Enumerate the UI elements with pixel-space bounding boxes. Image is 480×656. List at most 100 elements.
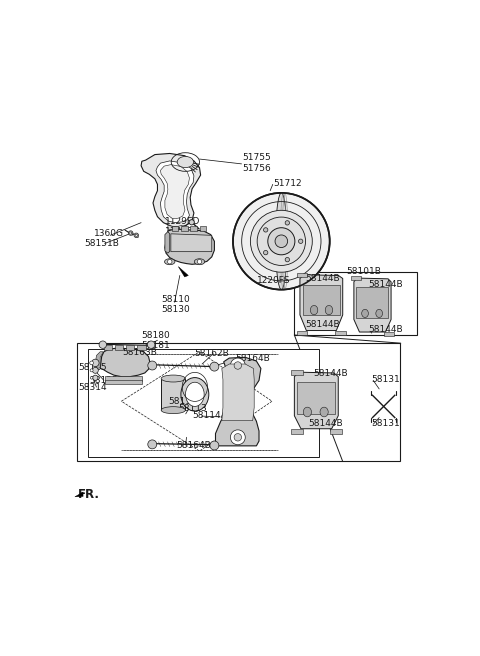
Polygon shape [330, 429, 342, 434]
Circle shape [234, 434, 241, 441]
Ellipse shape [362, 310, 368, 318]
Ellipse shape [186, 382, 204, 407]
Ellipse shape [177, 156, 193, 167]
Text: 58131: 58131 [372, 375, 400, 384]
Polygon shape [100, 348, 150, 377]
Polygon shape [354, 278, 391, 332]
Circle shape [129, 231, 133, 236]
Ellipse shape [181, 378, 209, 411]
Circle shape [148, 440, 156, 449]
Ellipse shape [276, 193, 287, 289]
Ellipse shape [165, 258, 175, 264]
Polygon shape [160, 165, 190, 218]
Circle shape [233, 193, 330, 289]
Text: 58114A: 58114A [192, 411, 227, 420]
Circle shape [168, 260, 172, 264]
Circle shape [90, 361, 94, 365]
Polygon shape [190, 226, 197, 231]
Text: 58164B: 58164B [236, 354, 270, 363]
Text: 58131: 58131 [372, 419, 400, 428]
Polygon shape [294, 372, 338, 429]
Polygon shape [178, 266, 188, 277]
Polygon shape [105, 380, 142, 384]
Polygon shape [200, 226, 206, 231]
Polygon shape [137, 346, 145, 350]
Text: 58144B: 58144B [305, 274, 340, 283]
Circle shape [210, 362, 219, 371]
Polygon shape [300, 275, 343, 331]
Circle shape [99, 341, 107, 348]
Text: 58144B: 58144B [368, 280, 403, 289]
Circle shape [90, 369, 93, 372]
Polygon shape [222, 364, 254, 420]
Text: 1220FS: 1220FS [257, 276, 291, 285]
Polygon shape [96, 352, 103, 369]
Polygon shape [165, 229, 215, 264]
Text: 58144B: 58144B [314, 369, 348, 379]
Polygon shape [161, 379, 185, 410]
Polygon shape [171, 234, 212, 252]
Polygon shape [335, 331, 346, 335]
Polygon shape [216, 358, 261, 446]
Ellipse shape [194, 258, 204, 264]
Polygon shape [351, 276, 360, 280]
Circle shape [251, 211, 312, 272]
Text: 51712: 51712 [274, 180, 302, 188]
Circle shape [230, 430, 245, 445]
Text: 58164B: 58164B [177, 441, 211, 449]
Ellipse shape [161, 407, 185, 414]
Bar [88, 349, 319, 457]
Text: 58163B: 58163B [122, 348, 157, 357]
Polygon shape [303, 285, 340, 315]
Polygon shape [104, 346, 112, 350]
Circle shape [130, 232, 132, 234]
Ellipse shape [303, 407, 312, 417]
Circle shape [264, 251, 268, 255]
Text: 58162B: 58162B [195, 349, 229, 358]
Text: 58125F: 58125F [89, 376, 123, 385]
Circle shape [147, 341, 155, 348]
Ellipse shape [320, 407, 328, 417]
Text: 58125: 58125 [79, 363, 107, 372]
Bar [77, 343, 400, 461]
Text: 51755
51756: 51755 51756 [242, 154, 271, 173]
Text: 1360G: 1360G [94, 230, 123, 238]
Text: 58144B: 58144B [309, 419, 343, 428]
Circle shape [230, 358, 245, 373]
Text: 58151B: 58151B [84, 239, 119, 248]
Text: 58144B: 58144B [305, 319, 340, 329]
Circle shape [234, 362, 241, 369]
Circle shape [285, 257, 289, 262]
Text: 58101B: 58101B [347, 266, 381, 276]
Circle shape [92, 359, 99, 367]
Circle shape [90, 377, 93, 379]
Polygon shape [172, 226, 178, 231]
Text: 58144B: 58144B [368, 325, 403, 334]
Circle shape [210, 441, 219, 450]
Ellipse shape [161, 375, 185, 382]
Polygon shape [357, 287, 388, 318]
Circle shape [264, 228, 268, 232]
Polygon shape [126, 346, 134, 350]
Polygon shape [168, 225, 183, 231]
Polygon shape [297, 382, 335, 414]
Polygon shape [165, 232, 170, 253]
Polygon shape [290, 429, 302, 434]
Circle shape [135, 234, 137, 236]
Circle shape [299, 239, 303, 243]
Circle shape [275, 235, 288, 247]
Circle shape [189, 220, 194, 225]
Polygon shape [75, 492, 83, 497]
Polygon shape [384, 332, 394, 337]
Bar [294, 272, 417, 335]
Polygon shape [181, 226, 188, 231]
Text: 58112: 58112 [168, 397, 197, 405]
Text: 58180
58181: 58180 58181 [141, 331, 170, 350]
Ellipse shape [325, 306, 333, 315]
Ellipse shape [376, 310, 383, 318]
Polygon shape [105, 376, 142, 380]
Polygon shape [297, 272, 307, 277]
Text: FR.: FR. [78, 487, 100, 501]
Circle shape [92, 367, 98, 373]
Polygon shape [115, 346, 123, 350]
